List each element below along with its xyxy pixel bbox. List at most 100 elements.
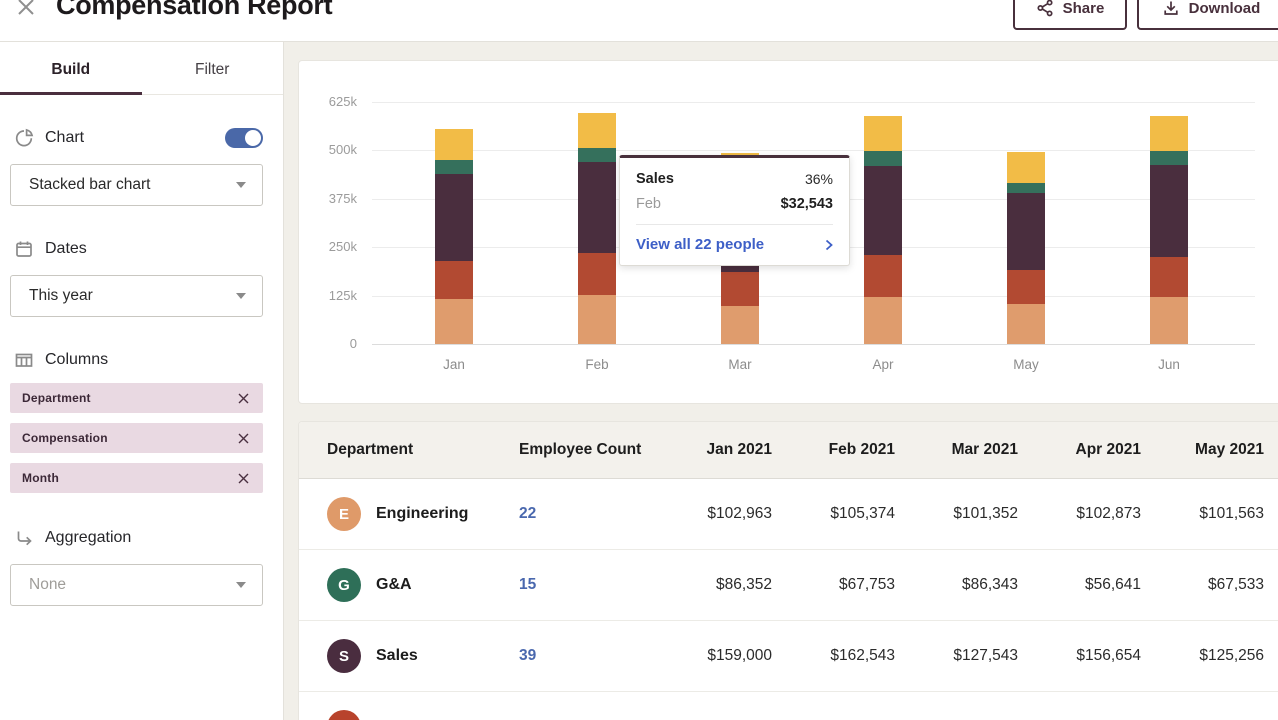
employee-count-link[interactable]: 39 [519, 647, 649, 665]
compensation-value: $102,873 [1018, 505, 1141, 523]
stacked-bar-chart: 0125k250k375k500k625kJanFebMarAprMayJun … [298, 60, 1278, 404]
column-header-feb-2021: Feb 2021 [772, 441, 895, 459]
chevron-down-icon [236, 293, 246, 299]
y-axis-tick-250k: 250k [299, 239, 357, 254]
remove-column-icon[interactable] [237, 472, 250, 485]
compensation-value: $86,343 [895, 576, 1018, 594]
bar-segment-tan-Feb[interactable] [578, 295, 616, 344]
remove-column-icon[interactable] [237, 432, 250, 445]
share-button[interactable]: Share [1013, 0, 1127, 30]
chart-type-value: Stacked bar chart [29, 176, 150, 194]
pie-chart-icon [14, 128, 34, 148]
y-axis-tick-625k: 625k [299, 94, 357, 109]
columns-section-label: Columns [10, 347, 263, 373]
compensation-value: $162,543 [772, 647, 895, 665]
bar-segment-rust-Jan[interactable] [435, 261, 473, 299]
bar-segment-tan-Jun[interactable] [1150, 297, 1188, 344]
column-header-mar-2021: Mar 2021 [895, 441, 1018, 459]
download-button-label: Download [1189, 0, 1261, 17]
y-axis-tick-125k: 125k [299, 288, 357, 303]
gridline-625k [372, 102, 1255, 103]
columns-section-text: Columns [45, 351, 263, 369]
tooltip-value: $32,543 [781, 196, 833, 212]
employee-count-link[interactable]: 15 [519, 576, 649, 594]
column-header-jan-2021: Jan 2021 [649, 441, 772, 459]
bar-segment-green-May[interactable] [1007, 183, 1045, 194]
bar-segment-rust-Feb[interactable] [578, 253, 616, 295]
compensation-value: $67,753 [772, 576, 895, 594]
bar-segment-tan-Jan[interactable] [435, 299, 473, 344]
bar-segment-green-Apr[interactable] [864, 151, 902, 166]
bar-segment-plum-Apr[interactable] [864, 166, 902, 255]
y-axis-tick-500k: 500k [299, 142, 357, 157]
column-chip-compensation[interactable]: Compensation [10, 423, 263, 453]
tab-build[interactable]: Build [0, 42, 142, 94]
bar-segment-plum-Jan[interactable] [435, 174, 473, 261]
compensation-value: $67,533 [1141, 576, 1264, 594]
bar-segment-green-Jan[interactable] [435, 160, 473, 174]
close-icon[interactable] [14, 0, 38, 19]
column-header-apr-2021: Apr 2021 [1018, 441, 1141, 459]
columns-icon [14, 350, 34, 370]
bar-segment-yellow-Feb[interactable] [578, 113, 616, 148]
table-row [299, 692, 1278, 720]
compensation-value: $102,963 [649, 505, 772, 523]
chip-label: Department [22, 391, 91, 405]
bar-segment-tan-Mar[interactable] [721, 306, 759, 344]
bar-segment-plum-Jun[interactable] [1150, 165, 1188, 257]
bar-segment-rust-Jun[interactable] [1150, 257, 1188, 297]
chart-type-select[interactable]: Stacked bar chart [10, 164, 263, 206]
share-icon [1036, 0, 1054, 17]
share-button-label: Share [1063, 0, 1105, 17]
gridline-125k [372, 296, 1255, 297]
department-name: G&A [376, 576, 412, 594]
remove-column-icon[interactable] [237, 392, 250, 405]
compensation-value: $86,352 [649, 576, 772, 594]
bar-segment-green-Feb[interactable] [578, 148, 616, 163]
bar-segment-green-Jun[interactable] [1150, 151, 1188, 165]
bar-segment-rust-Apr[interactable] [864, 255, 902, 297]
tooltip-view-all-link[interactable]: View all 22 people [636, 236, 833, 253]
avatar: E [327, 497, 361, 531]
dates-section-text: Dates [45, 240, 263, 258]
bar-segment-yellow-May[interactable] [1007, 152, 1045, 183]
gridline-500k [372, 150, 1255, 151]
page-title: Compensation Report [56, 0, 332, 21]
avatar [327, 710, 361, 720]
toggle-knob [245, 130, 261, 146]
tooltip-link-label: View all 22 people [636, 236, 764, 253]
bar-segment-plum-May[interactable] [1007, 193, 1045, 270]
x-axis-label-Mar: Mar [695, 357, 785, 372]
tab-filter[interactable]: Filter [142, 42, 284, 94]
tooltip-period: Feb [636, 196, 661, 212]
bar-segment-tan-Apr[interactable] [864, 297, 902, 344]
bar-segment-yellow-Jun[interactable] [1150, 116, 1188, 151]
aggregation-select[interactable]: None [10, 564, 263, 606]
x-axis-label-Jun: Jun [1124, 357, 1214, 372]
column-chip-department[interactable]: Department [10, 383, 263, 413]
table-row: EEngineering22$102,963$105,374$101,352$1… [299, 479, 1278, 550]
build-sidebar: Build Filter Chart Stacked bar chart [0, 42, 284, 720]
bar-segment-rust-Mar[interactable] [721, 272, 759, 306]
bar-segment-yellow-Apr[interactable] [864, 116, 902, 151]
employee-count-link[interactable]: 22 [519, 505, 649, 523]
department-cell: SSales [299, 639, 519, 673]
chip-label: Compensation [22, 431, 108, 445]
chevron-right-icon [825, 239, 833, 251]
bar-segment-tan-May[interactable] [1007, 304, 1045, 344]
compensation-value: $125,256 [1141, 647, 1264, 665]
download-button[interactable]: Download [1137, 0, 1278, 30]
column-header-employee-count: Employee Count [519, 441, 649, 459]
arrow-branch-icon [14, 528, 34, 548]
chart-toggle[interactable] [225, 128, 263, 148]
department-name: Sales [376, 647, 418, 665]
bar-segment-yellow-Jan[interactable] [435, 129, 473, 160]
bar-segment-rust-May[interactable] [1007, 270, 1045, 304]
chevron-down-icon [236, 182, 246, 188]
bar-segment-plum-Feb[interactable] [578, 162, 616, 253]
compensation-value: $156,654 [1018, 647, 1141, 665]
dates-select[interactable]: This year [10, 275, 263, 317]
compensation-value: $56,641 [1018, 576, 1141, 594]
chart-section-label: Chart [10, 125, 263, 151]
column-chip-month[interactable]: Month [10, 463, 263, 493]
